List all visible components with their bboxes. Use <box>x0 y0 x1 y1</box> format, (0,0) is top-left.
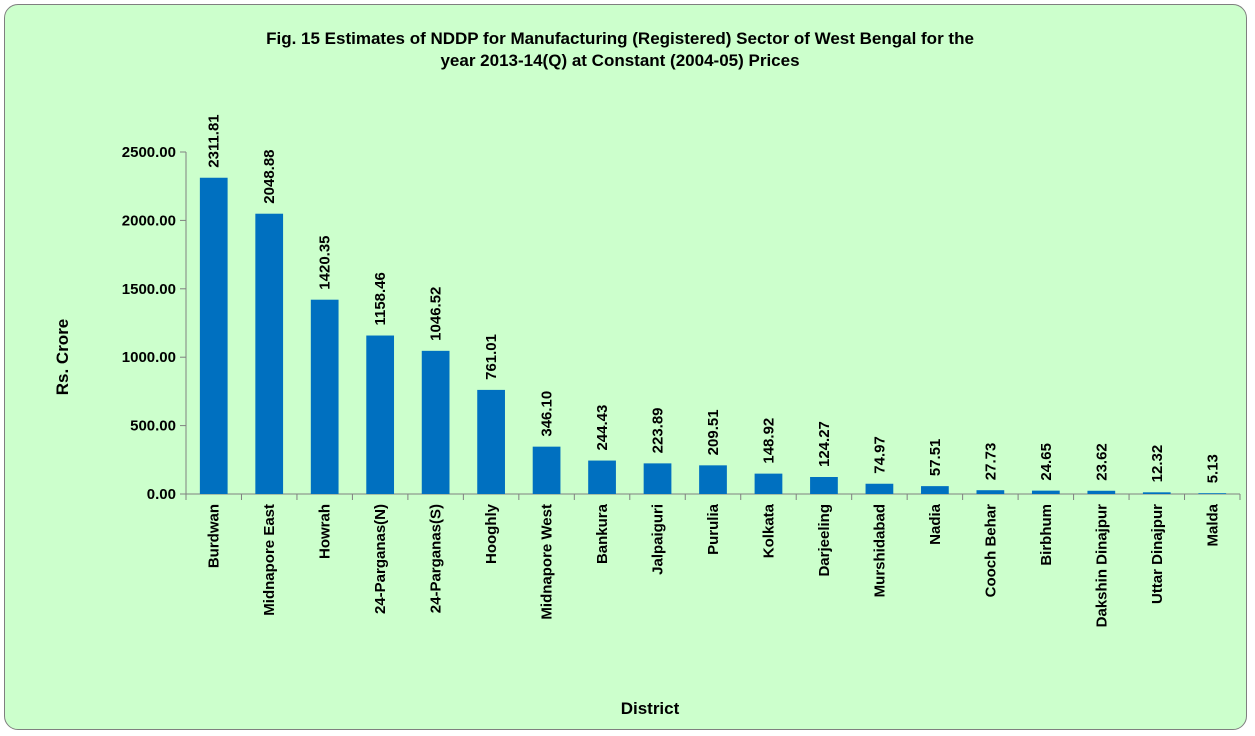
bar <box>699 465 727 494</box>
y-tick-label: 500.00 <box>130 418 176 435</box>
category-label: Burdwan <box>206 504 223 568</box>
y-axis-title: Rs. Crore <box>53 319 72 396</box>
data-label: 12.32 <box>1149 445 1166 483</box>
data-label: 124.27 <box>816 421 833 467</box>
bar <box>366 335 395 494</box>
data-label: 5.13 <box>1204 454 1221 483</box>
data-label: 2311.81 <box>206 114 223 167</box>
bar <box>754 473 783 494</box>
data-label: 1158.46 <box>372 272 389 325</box>
category-label: Purulia <box>705 503 722 555</box>
category-label: Malda <box>1204 503 1221 546</box>
data-label: 209.51 <box>705 409 722 455</box>
bar <box>865 483 894 494</box>
category-label: Uttar Dinajpur <box>1149 504 1166 604</box>
data-label: 74.97 <box>871 436 888 474</box>
bar <box>199 177 228 494</box>
bar <box>1142 492 1171 494</box>
bar <box>976 490 1005 494</box>
bar <box>810 476 838 494</box>
category-label: Dakshin Dinajpur <box>1093 504 1110 628</box>
data-label: 346.10 <box>539 391 556 437</box>
bar <box>1087 490 1116 494</box>
data-labels: 2311.81 2048.88 1420.35 1158.46 1046.52 761.0… <box>206 114 1222 483</box>
bars <box>199 177 1227 495</box>
data-label: 27.73 <box>982 443 999 481</box>
y-tick-label: 2000.00 <box>122 212 176 229</box>
category-label: Kolkata <box>760 503 777 558</box>
bar <box>1198 493 1227 494</box>
y-tick-label: 2500.00 <box>122 144 176 161</box>
bar <box>643 463 672 494</box>
category-label: Midnapore East <box>261 504 278 616</box>
x-axis-title: District <box>621 699 680 718</box>
data-label: 148.92 <box>760 418 777 464</box>
bar <box>921 486 949 494</box>
data-label: 761.01 <box>483 334 500 380</box>
bar <box>588 460 616 494</box>
category-label: Birbhum <box>1038 504 1055 566</box>
category-label: Midnapore West <box>539 504 556 620</box>
y-tick-label: 1000.00 <box>122 349 176 366</box>
y-axis: 0.00 500.00 1000.00 1500.00 2000.00 2500.00 <box>122 144 1240 503</box>
data-label: 57.51 <box>927 439 944 477</box>
data-label: 1420.35 <box>317 235 334 289</box>
category-label: Howrah <box>317 504 334 559</box>
data-label: 223.89 <box>650 407 667 453</box>
category-label: Hooghly <box>483 503 500 564</box>
y-tick-label: 0.00 <box>147 486 176 503</box>
data-label: 244.43 <box>594 405 611 451</box>
category-label: Cooch Behar <box>982 504 999 598</box>
data-label: 2048.88 <box>261 149 278 203</box>
bar <box>1031 490 1060 494</box>
chart-title-line-1: Fig. 15 Estimates of NDDP for Manufactur… <box>266 29 974 48</box>
category-label: Murshidabad <box>871 504 888 597</box>
category-label: Jalpaiguri <box>650 504 667 575</box>
category-label: Darjeeling <box>816 504 833 577</box>
bar <box>477 389 505 494</box>
data-label: 1046.52 <box>428 287 445 341</box>
x-axis-categories: Burdwan Midnapore East Howrah 24-Parganas(N… <box>185 494 1241 628</box>
category-label: 24-Parganas(N) <box>372 504 389 614</box>
data-label: 24.65 <box>1038 443 1055 481</box>
category-label: Bankura <box>594 503 611 564</box>
category-label: Nadia <box>927 503 944 545</box>
data-label: 23.62 <box>1093 443 1110 481</box>
chart-title-line-2: year 2013-14(Q) at Constant (2004-05) Pr… <box>440 51 799 70</box>
bar <box>310 299 339 494</box>
bar <box>532 446 561 494</box>
y-tick-label: 1500.00 <box>122 281 176 298</box>
bar <box>255 213 284 495</box>
bar <box>421 350 450 494</box>
category-label: 24-Parganas(S) <box>428 504 445 613</box>
